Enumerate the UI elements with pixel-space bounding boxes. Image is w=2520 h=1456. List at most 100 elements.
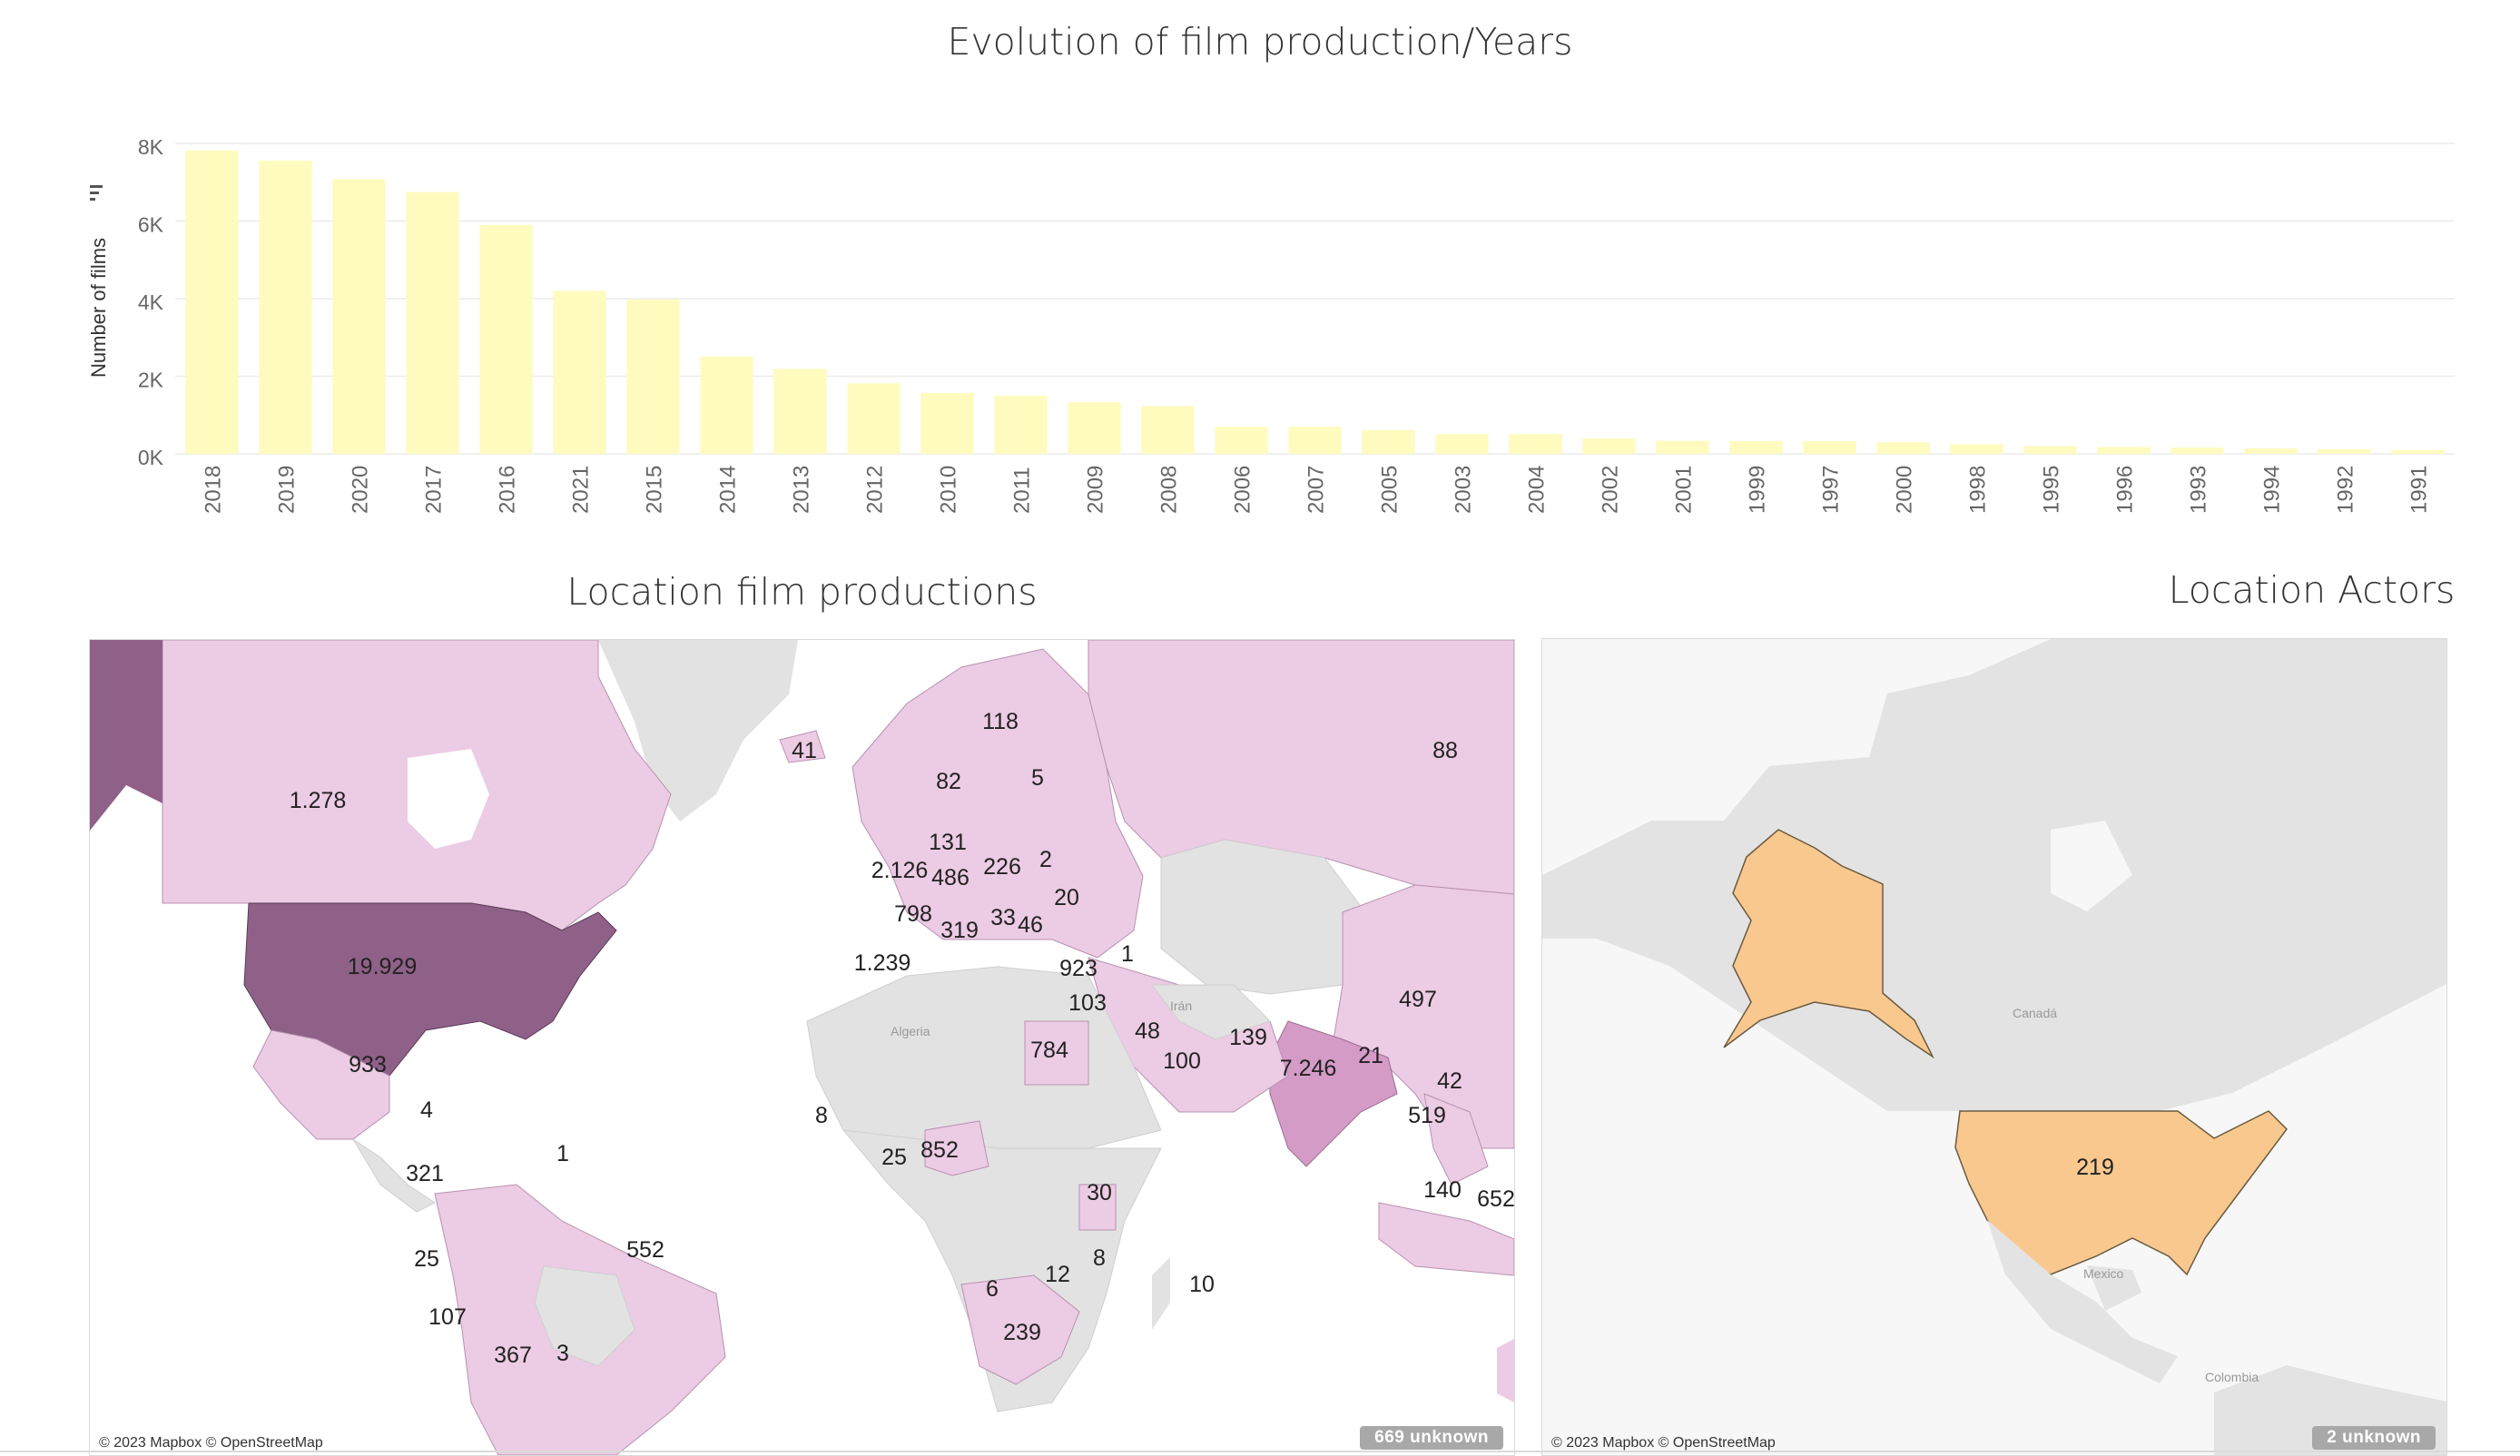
bar-1995[interactable] xyxy=(2023,446,2077,454)
region-usa xyxy=(1954,1110,2288,1276)
bar-2018[interactable] xyxy=(185,150,239,454)
bar-2019[interactable] xyxy=(259,160,312,454)
sort-icon[interactable] xyxy=(88,183,104,205)
bar-1993[interactable] xyxy=(2171,448,2224,454)
map-value-label: 239 xyxy=(1003,1320,1041,1345)
place-label-colombia: Colombia xyxy=(2205,1370,2259,1384)
x-tick-label[interactable]: 1999 xyxy=(1746,466,1770,514)
map-value-label: 21 xyxy=(1358,1043,1383,1068)
x-tick-label[interactable]: 2012 xyxy=(863,466,888,514)
map-value-label: 519 xyxy=(1408,1103,1446,1128)
map-value-label: 12 xyxy=(1045,1262,1070,1287)
x-tick-label[interactable]: 2017 xyxy=(422,466,447,514)
bar-2006[interactable] xyxy=(1215,427,1268,454)
x-tick-label[interactable]: 2004 xyxy=(1525,466,1550,514)
bar-2001[interactable] xyxy=(1656,440,1709,454)
bar-2002[interactable] xyxy=(1582,438,1636,454)
bar-2003[interactable] xyxy=(1435,434,1489,454)
bar-1991[interactable] xyxy=(2391,449,2445,454)
x-tick-label[interactable]: 2016 xyxy=(496,466,520,514)
map-credit[interactable]: © 2023 Mapbox © OpenStreetMap xyxy=(99,1435,323,1451)
map-value-label: 5 xyxy=(1031,765,1044,791)
map-value-label: 30 xyxy=(1087,1180,1112,1205)
map-value-label: 131 xyxy=(929,830,967,855)
x-tick-label[interactable]: 2010 xyxy=(937,466,961,514)
x-tick-label[interactable]: 2000 xyxy=(1893,466,1917,514)
y-tick-label: 6K xyxy=(138,213,164,237)
map-value-label: 219 xyxy=(2076,1155,2114,1180)
x-tick-label[interactable]: 2013 xyxy=(790,466,814,514)
map-credit[interactable]: © 2023 Mapbox © OpenStreetMap xyxy=(1551,1435,1776,1451)
place-label-canada: Canadá xyxy=(2013,1006,2057,1020)
bar-2009[interactable] xyxy=(1068,402,1121,454)
bar-1996[interactable] xyxy=(2097,447,2151,454)
x-tick-label[interactable]: 2014 xyxy=(716,466,741,514)
bar-2005[interactable] xyxy=(1362,429,1415,454)
x-tick-label[interactable]: 1995 xyxy=(2040,466,2064,514)
x-tick-label[interactable]: 2002 xyxy=(1599,466,1623,514)
x-tick-label[interactable]: 2020 xyxy=(349,466,373,514)
region-egypt xyxy=(1024,1020,1089,1086)
map-value-label: 852 xyxy=(920,1137,959,1163)
bar-1999[interactable] xyxy=(1729,440,1783,454)
x-tick-label[interactable]: 2021 xyxy=(569,466,594,514)
map-value-label: 19.929 xyxy=(348,954,417,979)
x-tick-label[interactable]: 2018 xyxy=(202,466,226,514)
bar-2021[interactable] xyxy=(553,290,606,454)
bar-2010[interactable] xyxy=(920,392,974,454)
map-value-label: 42 xyxy=(1437,1068,1462,1094)
bar-2016[interactable] xyxy=(479,224,533,454)
map-value-label: 10 xyxy=(1189,1272,1215,1297)
map-film-productions[interactable]: Algeria Irán 1.278 19.929 933 4 41 118 5 82 131 2… xyxy=(89,639,1515,1456)
x-tick-label[interactable]: 2011 xyxy=(1010,467,1035,514)
map-value-label: 8 xyxy=(1093,1245,1106,1271)
bar-2020[interactable] xyxy=(332,179,386,454)
x-tick-label[interactable]: 2019 xyxy=(275,466,300,514)
bar-2011[interactable] xyxy=(994,395,1048,454)
x-tick-label[interactable]: 2001 xyxy=(1672,466,1697,514)
bar-1992[interactable] xyxy=(2318,448,2371,454)
x-tick-label[interactable]: 2005 xyxy=(1378,466,1403,514)
bar-2004[interactable] xyxy=(1509,434,1562,454)
map-value-label: 923 xyxy=(1059,956,1098,981)
bar-2000[interactable] xyxy=(1876,442,1930,454)
x-tick-label[interactable]: 1996 xyxy=(2113,466,2138,514)
map-value-label: 25 xyxy=(881,1145,907,1170)
bar-2012[interactable] xyxy=(847,383,901,454)
map-value-label: 33 xyxy=(990,905,1016,930)
x-tick-label[interactable]: 1992 xyxy=(2334,466,2358,514)
unknown-badge[interactable]: 669 unknown xyxy=(1360,1426,1503,1450)
x-tick-label[interactable]: 1998 xyxy=(1966,466,1991,514)
bar-2014[interactable] xyxy=(700,356,753,454)
x-tick-label[interactable]: 2015 xyxy=(643,466,667,514)
bar-2015[interactable] xyxy=(626,299,680,454)
x-tick-label[interactable]: 2007 xyxy=(1304,466,1329,514)
x-tick-label[interactable]: 1993 xyxy=(2187,466,2211,514)
map-value-label: 140 xyxy=(1423,1177,1462,1203)
x-tick-label[interactable]: 1991 xyxy=(2407,466,2432,514)
map-actors[interactable]: Canadá Mexico Colombia 219 © 2023 Mapbox… xyxy=(1541,638,2447,1456)
bar-1998[interactable] xyxy=(1950,444,2003,454)
unknown-badge[interactable]: 2 unknown xyxy=(2312,1426,2436,1450)
map-value-label: 2 xyxy=(1039,847,1052,872)
x-tick-label[interactable]: 1997 xyxy=(1819,466,1844,514)
x-tick-label[interactable]: 1994 xyxy=(2260,466,2285,514)
map-value-label: 367 xyxy=(494,1343,532,1368)
bar-2007[interactable] xyxy=(1288,427,1342,454)
y-axis-label[interactable]: Number of films xyxy=(87,238,110,378)
map-value-label: 3 xyxy=(556,1341,569,1366)
bar-2013[interactable] xyxy=(773,369,827,454)
region-nigeria xyxy=(924,1120,989,1176)
x-tick-label[interactable]: 2008 xyxy=(1157,466,1182,514)
map-value-label: 139 xyxy=(1229,1025,1267,1050)
bar-2008[interactable] xyxy=(1141,406,1195,454)
x-tick-label[interactable]: 2009 xyxy=(1084,466,1108,514)
y-axis-ticks: 8K 6K 4K 2K 0K xyxy=(138,135,164,469)
bar-1997[interactable] xyxy=(1803,440,1856,454)
bar-2017[interactable] xyxy=(406,192,459,454)
x-tick-label[interactable]: 2006 xyxy=(1231,466,1255,514)
bar-1994[interactable] xyxy=(2244,448,2298,454)
x-tick-label[interactable]: 2003 xyxy=(1452,466,1476,514)
